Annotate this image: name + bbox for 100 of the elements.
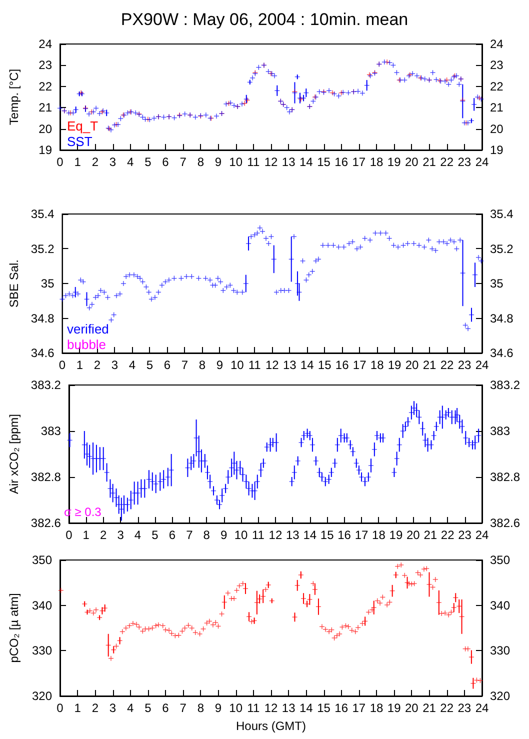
x-tick-label: 1 <box>74 155 82 169</box>
x-tick-label: 21 <box>422 155 436 169</box>
x-tick-label: 14 <box>300 358 314 372</box>
x-tick-label: 23 <box>458 155 472 169</box>
y-tick-label: 34.8 <box>30 311 55 326</box>
x-tick-label: 10 <box>229 701 243 715</box>
x-tick-label: 7 <box>180 701 187 715</box>
x-tick-label: 20 <box>406 528 420 542</box>
x-tick-label: 18 <box>370 358 384 372</box>
series-label: Eq_T <box>67 118 98 134</box>
x-tick-label: 17 <box>354 528 369 542</box>
y-tick-label: 24 <box>38 37 52 51</box>
x-tick-label: 11 <box>248 358 262 372</box>
x-tick-label: 22 <box>440 358 454 372</box>
x-tick-label: 3 <box>109 701 116 715</box>
x-tick-label: 4 <box>126 701 134 715</box>
y-tick-label: 320 <box>32 689 52 703</box>
x-tick-label: 10 <box>230 358 244 372</box>
y2-tick-label: 340 <box>490 598 510 612</box>
x-tick-label: 11 <box>247 701 260 715</box>
y2-tick-label: 34.8 <box>490 311 514 326</box>
x-tick-label: 17 <box>352 358 367 372</box>
x-tick-label: 14 <box>299 701 314 715</box>
x-tick-label: 13 <box>282 701 296 715</box>
y2-tick-label: 35.2 <box>490 242 514 256</box>
y-tick-label: 23 <box>38 58 52 72</box>
x-tick-label: 21 <box>422 358 437 372</box>
x-tick-label: 15 <box>317 701 331 715</box>
x-tick-label: 4 <box>126 155 134 169</box>
y2-tick-label: 35 <box>490 276 504 290</box>
x-tick-label: 24 <box>475 701 489 715</box>
y2-tick-label: 35.4 <box>490 207 514 221</box>
x-tick-label: 2 <box>92 701 99 715</box>
chart-title: PX90W : May 06, 2004 : 10min. mean <box>120 10 408 29</box>
x-tick-label: 6 <box>164 358 171 372</box>
x-tick-label: 12 <box>264 701 278 715</box>
x-tick-label: 13 <box>282 155 296 169</box>
x-tick-label: 0 <box>58 358 66 372</box>
y2-tick-label: 22 <box>490 79 504 94</box>
x-tick-label: 1 <box>76 358 84 372</box>
x-tick-label: 11 <box>247 155 260 169</box>
x-tick-label: 20 <box>404 155 419 169</box>
y2-tick-label: 23 <box>490 58 504 72</box>
x-tick-label: 20 <box>405 358 420 372</box>
x-tick-label: 4 <box>128 358 136 372</box>
x-tick-label: 16 <box>334 701 348 715</box>
y-tick-label: 383.2 <box>30 378 62 392</box>
x-tick-label: 15 <box>320 528 334 542</box>
x-tick-label: 22 <box>440 528 455 542</box>
y2-tick-label: 20 <box>490 122 504 136</box>
y-tick-label: 20 <box>38 122 52 136</box>
y-tick-label: 19 <box>38 143 52 157</box>
y2-tick-label: 320 <box>490 689 510 703</box>
x-tick-label: 19 <box>388 358 402 372</box>
x-tick-label: 22 <box>440 155 454 169</box>
x-tick-label: 0 <box>56 155 64 169</box>
x-tick-label: 3 <box>111 358 118 372</box>
y-axis-title: Temp. [°C] <box>7 68 21 126</box>
x-tick-label: 6 <box>168 528 176 542</box>
y-tick-label: 35.2 <box>30 242 55 256</box>
x-tick-label: 23 <box>458 358 472 372</box>
y2-tick-label: 383 <box>490 424 510 438</box>
y2-tick-label: 383.2 <box>490 378 520 392</box>
x-tick-label: 24 <box>475 155 489 169</box>
y-tick-label: 21 <box>38 100 52 115</box>
y-tick-label: 382.8 <box>30 470 62 484</box>
x-tick-label: 2 <box>92 155 99 169</box>
x-tick-label: 13 <box>282 358 297 372</box>
y-axis-title: SBE Sal. <box>7 259 21 308</box>
x-tick-label: 0 <box>56 701 64 715</box>
x-tick-label: 18 <box>370 155 384 169</box>
x-tick-label: 8 <box>198 358 206 372</box>
x-tick-label: 10 <box>234 528 248 542</box>
y-tick-label: 350 <box>32 553 52 567</box>
y2-tick-label: 24 <box>490 37 504 51</box>
x-tick-label: 18 <box>372 528 386 542</box>
y2-tick-label: 21 <box>490 100 504 115</box>
y-tick-label: 34.6 <box>30 346 55 360</box>
x-tick-label: 11 <box>252 528 265 542</box>
x-tick-label: 12 <box>268 528 282 542</box>
x-tick-label: 9 <box>214 701 222 715</box>
x-tick-label: 14 <box>303 528 317 542</box>
x-tick-label: 23 <box>458 528 472 542</box>
x-tick-label: 6 <box>162 155 170 169</box>
x-tick-label: 9 <box>214 155 222 169</box>
x-tick-label: 3 <box>109 155 116 169</box>
y-axis-title: Air xCO₂ [ppm] <box>7 414 21 494</box>
y2-tick-label: 330 <box>490 644 510 658</box>
x-tick-label: 23 <box>458 701 472 715</box>
y-tick-label: 382.6 <box>30 516 62 530</box>
x-tick-label: 20 <box>404 701 419 715</box>
y2-tick-label: 34.6 <box>490 346 514 360</box>
x-tick-label: 6 <box>162 701 170 715</box>
x-tick-label: 8 <box>197 155 204 169</box>
x-tick-label: 16 <box>338 528 352 542</box>
x-tick-label: 13 <box>286 528 300 542</box>
x-tick-label: 17 <box>352 155 366 169</box>
x-tick-label: 5 <box>144 701 152 715</box>
x-tick-label: 15 <box>317 155 331 169</box>
y2-tick-label: 350 <box>490 553 510 567</box>
